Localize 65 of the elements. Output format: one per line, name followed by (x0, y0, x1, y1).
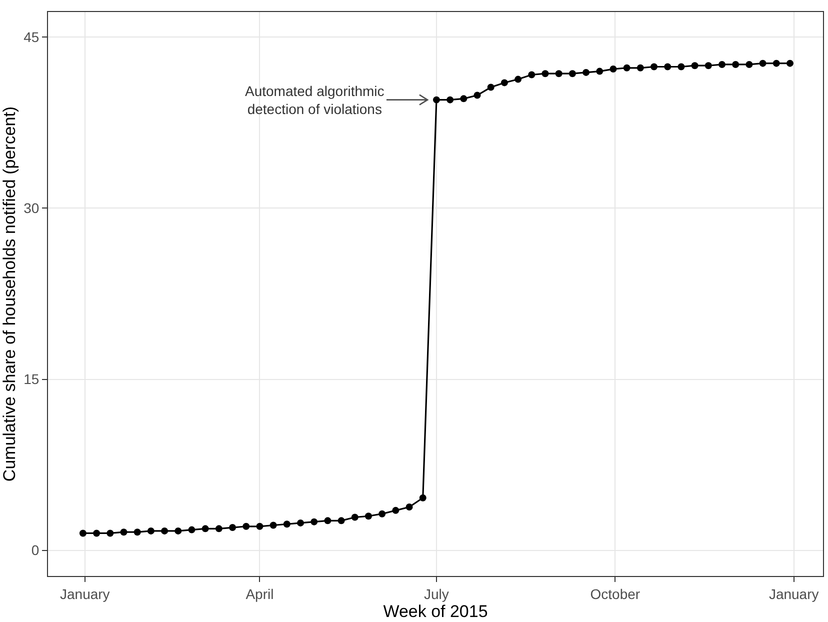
point (786, 60, 794, 67)
point (555, 70, 562, 78)
point (446, 96, 454, 104)
point (487, 84, 494, 91)
point (772, 60, 780, 67)
point (392, 506, 400, 514)
x-tick-label: January (60, 586, 110, 602)
point (93, 530, 100, 537)
point (324, 517, 332, 524)
point (596, 68, 604, 75)
point (161, 527, 168, 534)
point (542, 70, 549, 78)
y-tick-label: 0 (31, 542, 40, 558)
x-tick-label: April (246, 586, 274, 602)
point (283, 520, 290, 528)
y-tick-label: 30 (24, 200, 40, 216)
point (215, 525, 222, 532)
point (691, 62, 698, 70)
x-axis-title: Week of 2015 (383, 602, 488, 622)
point (188, 526, 196, 534)
x-tick-label: October (590, 586, 640, 602)
x-tick-label: July (424, 586, 449, 602)
point (297, 519, 304, 526)
point (310, 518, 318, 526)
point (474, 92, 481, 99)
point (500, 79, 508, 86)
y-tick-label: 15 (24, 371, 40, 388)
point (732, 60, 740, 68)
point (432, 96, 440, 104)
point (174, 527, 182, 534)
point (636, 64, 644, 72)
annotation: Automated algorithmic detection of violations (245, 83, 384, 118)
y-tick-label: 45 (24, 28, 40, 45)
point (419, 494, 426, 502)
y-axis-title: Cumulative share of households notified (percent) (0, 106, 19, 482)
point (120, 528, 128, 536)
point (378, 510, 386, 518)
point (338, 517, 345, 524)
point (364, 512, 372, 520)
point (406, 504, 413, 510)
point (242, 522, 250, 530)
point (134, 528, 141, 536)
point (704, 62, 712, 70)
x-tick-label: January (768, 586, 819, 602)
point (270, 522, 277, 529)
point (568, 70, 576, 78)
point (202, 525, 209, 532)
point (147, 527, 154, 534)
point (650, 63, 658, 70)
point (718, 60, 726, 68)
point (79, 530, 86, 537)
point (460, 95, 468, 102)
point (528, 71, 536, 78)
point (582, 68, 590, 76)
point (759, 60, 766, 67)
point (746, 60, 753, 68)
point (229, 524, 236, 532)
point (678, 63, 685, 70)
point (514, 76, 522, 83)
point (106, 530, 114, 537)
point (610, 66, 617, 73)
point (623, 64, 630, 72)
point (256, 522, 264, 530)
point (664, 63, 672, 70)
point (351, 514, 358, 521)
